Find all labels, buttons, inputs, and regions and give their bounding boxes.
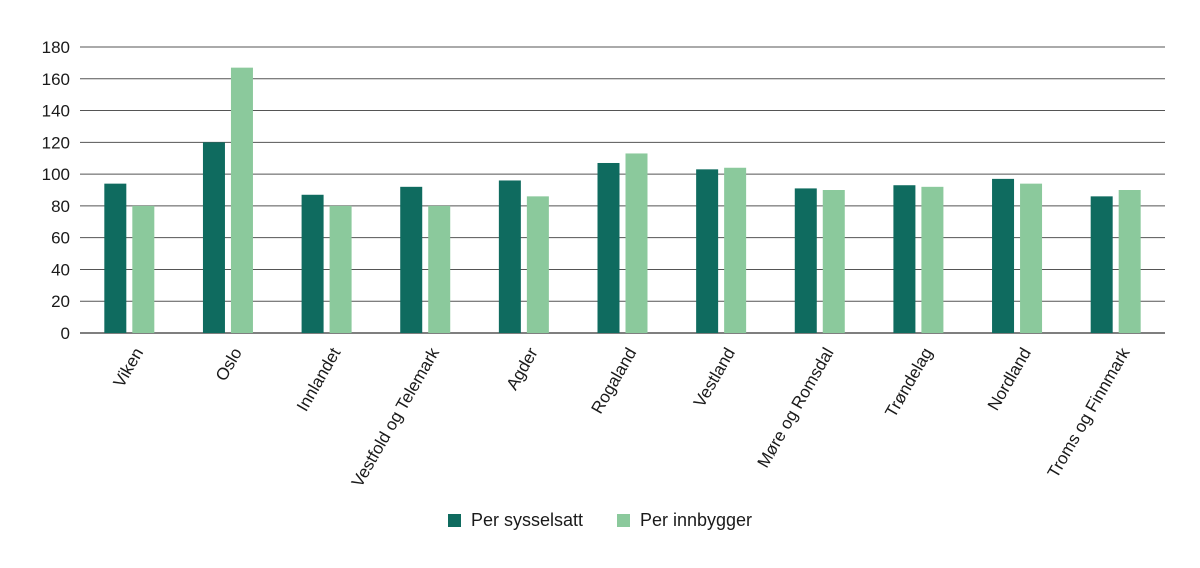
bar-per-sysselsatt (202, 142, 225, 333)
legend-item-per-sysselsatt: Per sysselsatt (447, 510, 583, 531)
y-tick-label: 80 (51, 197, 70, 216)
bar-per-innbygger (329, 205, 352, 333)
x-tick-label: Innlandet (293, 344, 345, 414)
bar-per-innbygger (921, 186, 944, 333)
bar-per-innbygger (132, 205, 155, 333)
bar-per-innbygger (1118, 190, 1141, 333)
y-tick-label: 0 (61, 324, 70, 343)
bar-per-sysselsatt (794, 188, 817, 333)
x-tick-label: Agder (503, 344, 542, 393)
x-tick-label: Troms og Finnmark (1044, 344, 1134, 481)
y-tick-label: 140 (42, 102, 70, 121)
y-tick-label: 60 (51, 229, 70, 248)
bar-per-sysselsatt (400, 186, 423, 333)
bar-per-innbygger (822, 190, 845, 333)
x-tick-label: Rogaland (588, 345, 641, 418)
x-tick-label: Møre og Romsdal (754, 345, 838, 472)
legend-swatch (447, 514, 461, 527)
x-tick-label: Oslo (212, 345, 246, 385)
legend-item-per-innbygger: Per innbygger (616, 510, 753, 531)
legend-label: Per sysselsatt (470, 510, 583, 530)
x-tick-label: Vestfold og Telemark (348, 344, 443, 490)
legend-label: Per innbygger (639, 510, 753, 530)
y-tick-label: 20 (51, 292, 70, 311)
y-tick-label: 120 (42, 133, 70, 152)
bar-per-innbygger (526, 196, 549, 333)
bar-per-innbygger (230, 67, 253, 334)
bar-per-sysselsatt (301, 194, 324, 333)
x-tick-label: Nordland (984, 344, 1035, 413)
bar-per-sysselsatt (893, 185, 916, 333)
bar-per-sysselsatt (597, 162, 620, 333)
x-axis-labels: Viken Oslo Innlandet Vestfold og Telemark Ag… (110, 344, 1134, 490)
bar-per-sysselsatt (498, 180, 521, 333)
x-tick-label: Vestland (690, 345, 739, 411)
bar-per-innbygger (1020, 183, 1043, 333)
bar-per-innbygger (625, 153, 648, 333)
bar-per-sysselsatt (696, 169, 719, 333)
y-tick-label: 100 (42, 165, 70, 184)
bars (104, 67, 1141, 334)
y-axis-ticks: 0 20 40 60 80 100 120 140 160 180 (42, 38, 70, 343)
legend: Per sysselsatt Per innbygger (0, 510, 1200, 531)
x-tick-label: Viken (110, 345, 148, 391)
bar-per-innbygger (724, 167, 747, 333)
gridlines (80, 46, 1165, 334)
x-tick-label: Trøndelag (881, 345, 936, 421)
bar-per-sysselsatt (104, 183, 127, 333)
bar-per-sysselsatt (1090, 196, 1113, 333)
legend-swatch (616, 514, 630, 527)
y-tick-label: 160 (42, 70, 70, 89)
y-tick-label: 40 (51, 260, 70, 279)
bar-per-sysselsatt (992, 178, 1015, 333)
bar-per-innbygger (428, 205, 451, 333)
y-tick-label: 180 (42, 38, 70, 57)
